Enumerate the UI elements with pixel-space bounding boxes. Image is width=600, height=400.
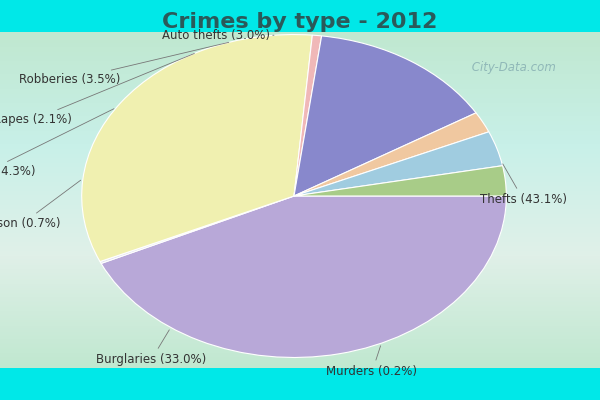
Text: Thefts (43.1%): Thefts (43.1%) [480, 164, 567, 206]
Text: Rapes (2.1%): Rapes (2.1%) [0, 54, 194, 126]
Wedge shape [294, 113, 489, 196]
Text: City-Data.com: City-Data.com [468, 62, 556, 74]
Text: Murders (0.2%): Murders (0.2%) [326, 346, 418, 378]
Wedge shape [82, 34, 313, 262]
Wedge shape [294, 35, 322, 196]
Wedge shape [294, 132, 503, 196]
Text: Crimes by type - 2012: Crimes by type - 2012 [163, 12, 437, 32]
Text: Burglaries (33.0%): Burglaries (33.0%) [96, 330, 206, 366]
Wedge shape [294, 166, 506, 196]
Wedge shape [100, 196, 294, 264]
Wedge shape [294, 36, 476, 196]
Text: Arson (0.7%): Arson (0.7%) [0, 180, 81, 230]
Text: Robberies (3.5%): Robberies (3.5%) [19, 42, 229, 86]
Text: Assaults (14.3%): Assaults (14.3%) [0, 109, 114, 178]
Wedge shape [101, 196, 506, 358]
Text: Auto thefts (3.0%): Auto thefts (3.0%) [162, 30, 274, 42]
